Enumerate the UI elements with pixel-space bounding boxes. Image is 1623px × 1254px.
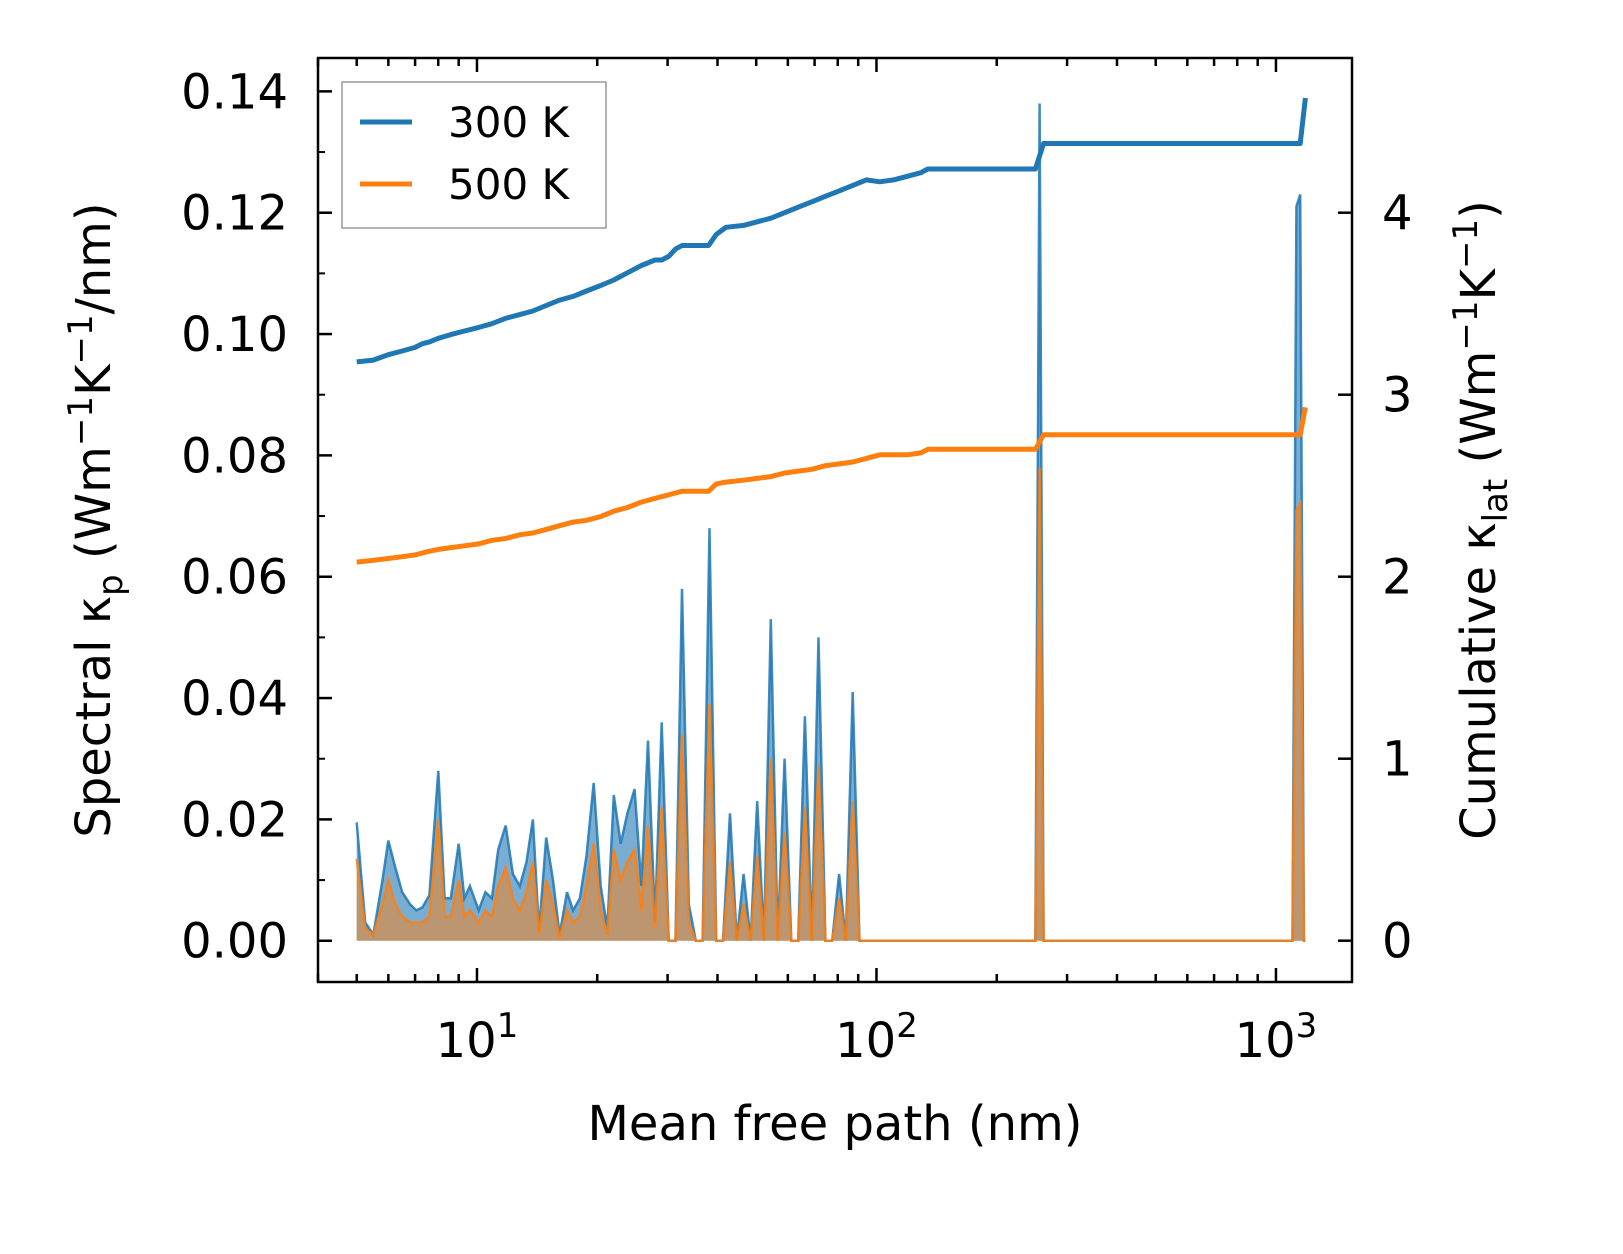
legend-label-300k: 300 K [448, 98, 571, 147]
left-y-axis-ticks: 0.00 0.02 0.04 0.06 0.08 0.10 0.12 0.14 [181, 64, 332, 970]
x-tick-label: 102 [835, 1006, 918, 1069]
right-tick-label: 4 [1382, 186, 1413, 242]
legend-box [341, 81, 607, 229]
left-tick-label: 0.12 [181, 186, 288, 242]
left-tick-label: 0.04 [181, 671, 288, 727]
left-tick-label: 0.02 [181, 792, 288, 848]
left-tick-label: 0.00 [181, 914, 288, 970]
right-y-axis-ticks: 0 1 2 3 4 [1338, 186, 1413, 970]
right-tick-label: 1 [1382, 732, 1413, 788]
series-line-2 [356, 97, 1308, 365]
left-y-axis-label: Spectral κp (Wm−1K−1/nm) [61, 202, 131, 837]
right-tick-label: 0 [1382, 914, 1413, 970]
series-outline-0 [355, 103, 1306, 942]
series-area-0 [356, 103, 1306, 941]
x-axis-ticks: 101 102 103 [316, 58, 1318, 1069]
series-outline-1 [355, 467, 1306, 942]
x-axis-label: Mean free path (nm) [588, 1096, 1083, 1152]
plot-area [355, 97, 1308, 942]
left-tick-label: 0.06 [181, 550, 288, 606]
x-tick-label: 103 [1235, 1006, 1318, 1069]
plot-frame [316, 56, 1354, 984]
left-tick-label: 0.10 [181, 307, 288, 363]
right-tick-label: 2 [1382, 550, 1413, 606]
left-tick-label: 0.14 [181, 64, 288, 120]
x-tick-label: 101 [436, 1006, 519, 1069]
right-y-axis-label: Cumulative κlat (Wm−1K−1) [1446, 200, 1516, 840]
right-tick-label: 3 [1382, 368, 1413, 424]
left-tick-label: 0.08 [181, 428, 288, 484]
legend-label-500k: 500 K [448, 160, 571, 209]
legend: 300 K 500 K [341, 81, 607, 229]
series-line-3 [356, 406, 1308, 565]
